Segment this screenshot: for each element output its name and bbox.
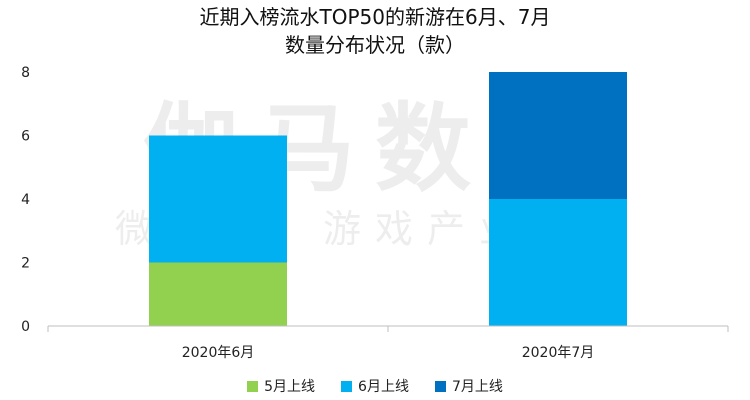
y-tick-label: 8: [21, 65, 30, 81]
legend-swatch: [341, 380, 353, 392]
chart-title-line-2: 数量分布状况（款）: [285, 33, 465, 57]
legend-item: 5月上线: [247, 376, 315, 396]
y-tick-label: 0: [21, 319, 30, 335]
bar-segment-1-series-2: [149, 135, 287, 263]
x-tick-label: 2020年6月: [182, 345, 255, 361]
legend-label: 7月上线: [451, 379, 503, 395]
bar-segment-2-series-3: [489, 72, 627, 199]
bar-segment-2-series-2: [489, 199, 627, 326]
legend-item: 7月上线: [434, 376, 503, 396]
legend-label: 5月上线: [264, 379, 316, 395]
y-tick-label: 6: [21, 129, 30, 145]
chart-title-line-1: 近期入榜流水TOP50的新游在6月、7月: [199, 5, 551, 29]
legend-swatch: [247, 380, 259, 392]
x-tick-label: 2020年7月: [522, 345, 595, 361]
legend-item: 6月上线: [341, 376, 409, 396]
bars-group: [149, 72, 627, 326]
y-tick-label: 2: [21, 256, 30, 272]
legend-label: 6月上线: [358, 379, 409, 395]
y-tick-label: 4: [21, 192, 30, 208]
chart-legend: 5月上线 6月上线 7月上线: [0, 376, 750, 396]
legend-swatch: [434, 380, 446, 392]
bar-segment-1-series-1: [149, 262, 287, 326]
axes-group: 2020年6月 2020年7月 0 2 4 6 8: [21, 65, 729, 361]
